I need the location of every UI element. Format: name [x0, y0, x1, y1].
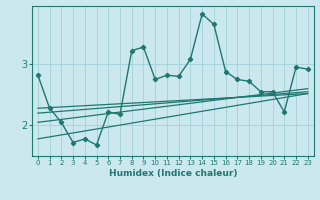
X-axis label: Humidex (Indice chaleur): Humidex (Indice chaleur): [108, 169, 237, 178]
